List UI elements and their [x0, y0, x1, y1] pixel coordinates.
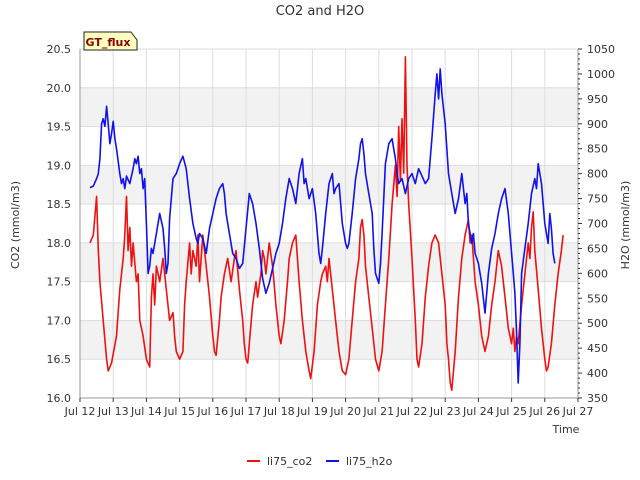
y-left-tick-label: 20.0 — [47, 82, 72, 95]
y-left-tick-label: 17.5 — [47, 276, 72, 289]
y-left-tick-label: 17.0 — [47, 314, 72, 327]
x-axis-label: Time — [552, 423, 580, 436]
legend: li75_co2 li75_h2o — [247, 455, 393, 468]
y-left-tick-label: 18.5 — [47, 198, 72, 211]
gt-flux-badge: GT_flux — [83, 31, 138, 51]
y-left-tick-label: 16.0 — [47, 392, 72, 405]
x-tick-label: Jul 19 — [296, 405, 328, 418]
plot-band — [80, 320, 578, 360]
plot-bands — [80, 87, 578, 360]
y-right-tick-label: 1000 — [587, 68, 615, 81]
legend-label-h2o: li75_h2o — [346, 455, 393, 468]
x-tick-label: Jul 27 — [562, 405, 594, 418]
x-tick-label: Jul 22 — [396, 405, 428, 418]
y-right-tick-label: 900 — [587, 118, 608, 131]
chart-title: CO2 and H2O — [276, 4, 365, 19]
y-left-tick-label: 19.0 — [47, 159, 72, 172]
y-axis-left: 16.0 16.5 17.0 17.5 18.0 18.5 19.0 19.5 20.0 20.5 — [47, 43, 72, 405]
y-axis-right-label: H2O (mmol/m3) — [619, 181, 632, 270]
y-left-tick-label: 19.5 — [47, 121, 72, 134]
y-right-tick-label: 500 — [587, 317, 608, 330]
y-right-tick-label: 850 — [587, 143, 608, 156]
series-layer — [89, 56, 564, 391]
y-axis-right: 350 400 450 500 550 600 650 700 750 800 850 900 950 1… — [578, 43, 615, 405]
y-right-tick-label: 400 — [587, 367, 608, 380]
y-axis-left-label: CO2 (mmol/m3) — [9, 181, 22, 269]
x-tick-label: Jul 24 — [462, 405, 494, 418]
x-tick-label: Jul 23 — [429, 405, 461, 418]
y-right-tick-label: 1050 — [587, 43, 615, 56]
x-tick-label: Jul 21 — [362, 405, 394, 418]
y-right-tick-label: 750 — [587, 193, 608, 206]
y-right-tick-label: 950 — [587, 93, 608, 106]
x-tick-label: Jul 25 — [495, 405, 527, 418]
legend-label-co2: li75_co2 — [267, 455, 312, 468]
series-line-li75_h2o — [89, 68, 556, 384]
x-tick-label: Jul 13 — [97, 405, 129, 418]
badge-label: GT_flux — [86, 36, 131, 49]
y-right-tick-label: 350 — [587, 392, 608, 405]
series-line-li75_co2 — [89, 56, 564, 391]
y-left-tick-label: 20.5 — [47, 43, 72, 56]
plot-band — [80, 87, 578, 127]
y-right-tick-label: 450 — [587, 342, 608, 355]
x-tick-label: Jul 16 — [196, 405, 228, 418]
y-right-tick-label: 650 — [587, 242, 608, 255]
badge-box — [83, 31, 138, 51]
x-tick-label: Jul 15 — [163, 405, 195, 418]
x-tick-label: Jul 26 — [528, 405, 560, 418]
x-tick-label: Jul 18 — [263, 405, 295, 418]
x-tick-label: Jul 17 — [230, 405, 262, 418]
x-tick-label: Jul 12 — [64, 405, 96, 418]
x-axis: Jul 12 Jul 13 Jul 14 Jul 15 Jul 16 Jul 17 Jul … — [64, 398, 594, 418]
y-right-tick-label: 700 — [587, 218, 608, 231]
y-right-tick-label: 600 — [587, 267, 608, 280]
x-tick-label: Jul 20 — [329, 405, 361, 418]
y-left-tick-label: 16.5 — [47, 353, 72, 366]
y-right-tick-label: 550 — [587, 292, 608, 305]
y-right-tick-label: 800 — [587, 168, 608, 181]
y-left-tick-label: 18.0 — [47, 237, 72, 250]
x-tick-label: Jul 14 — [130, 405, 162, 418]
